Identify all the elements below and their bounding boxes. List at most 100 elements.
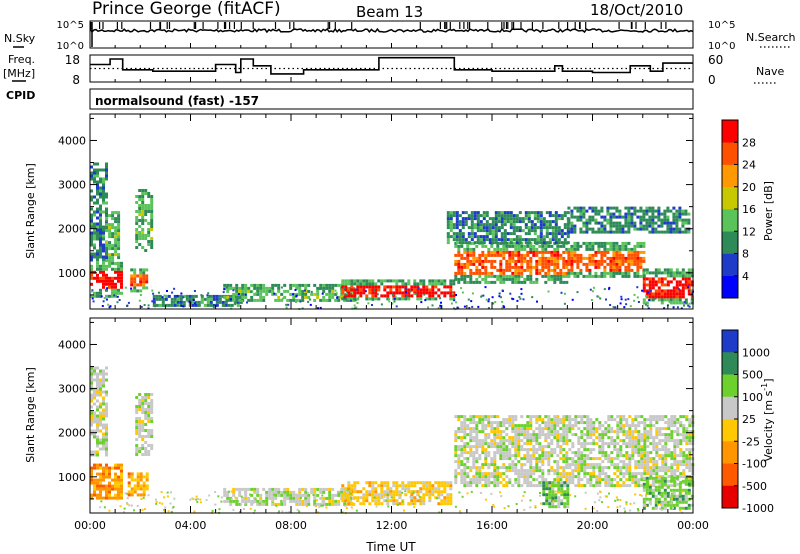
colorbar-segment bbox=[722, 441, 738, 464]
station-title: Prince George (fitACF) bbox=[92, 0, 281, 19]
time-axis-label: Time UT bbox=[365, 540, 416, 554]
range-tick-label: 3000 bbox=[58, 383, 86, 396]
date-label: 18/Oct/2010 bbox=[590, 1, 683, 19]
colorbar-tick-label: 100 bbox=[742, 391, 763, 404]
colorbar-segment bbox=[722, 142, 738, 165]
colorbar-tick-label: -500 bbox=[742, 480, 767, 493]
noise-right-tick-bottom: 10^0 bbox=[708, 41, 735, 52]
range-tick-label: 2000 bbox=[58, 223, 86, 236]
colorbar-tick-label: 28 bbox=[742, 136, 756, 149]
noise-right-tick-top: 10^5 bbox=[708, 20, 735, 31]
freq-label-1: Freq. bbox=[8, 53, 35, 66]
colorbar-segment bbox=[722, 330, 738, 353]
range-tick-label: 3000 bbox=[58, 179, 86, 192]
noise-left-tick-bottom: 10^0 bbox=[57, 41, 84, 52]
colorbar-tick-label: 24 bbox=[742, 159, 756, 172]
echo-region bbox=[127, 472, 149, 497]
cpid-label: CPID bbox=[6, 89, 35, 102]
colorbar-tick-label: 16 bbox=[742, 203, 756, 216]
colorbar-segment bbox=[722, 120, 738, 143]
colorbar-segment bbox=[722, 485, 738, 509]
colorbar-segment bbox=[722, 352, 738, 375]
noise-panel: 10^5 10^0 10^5 10^0 bbox=[57, 20, 736, 52]
echo-region bbox=[135, 393, 154, 456]
colorbar-tick-label: 8 bbox=[742, 248, 749, 261]
freq-left-tick-bottom: 8 bbox=[72, 73, 80, 87]
power-regions bbox=[90, 162, 694, 311]
echo-region bbox=[341, 481, 453, 506]
freq-right-tick-bottom: 0 bbox=[708, 73, 716, 87]
colorbar-segment bbox=[722, 396, 738, 420]
colorbar-segment bbox=[722, 253, 738, 277]
freq-left-tick-top: 18 bbox=[65, 53, 80, 67]
nsearch-label: N.Search bbox=[746, 31, 796, 44]
colorbar-segment bbox=[722, 231, 738, 254]
echo-region bbox=[105, 211, 121, 266]
time-tick-label: 12:00 bbox=[376, 519, 408, 532]
echo-region bbox=[90, 162, 108, 262]
echo-region bbox=[223, 487, 356, 506]
power-colorbar-label: Power [dB] bbox=[762, 181, 775, 241]
nsky-line bbox=[89, 27, 694, 34]
colorbar-segment bbox=[722, 209, 738, 232]
nave-label: Nave bbox=[756, 65, 784, 78]
echo-region bbox=[223, 283, 356, 302]
echo-region bbox=[567, 206, 691, 234]
echo-region bbox=[542, 481, 570, 509]
nsky-spikes bbox=[90, 22, 667, 47]
echo-region bbox=[567, 241, 646, 278]
colorbar-tick-label: 20 bbox=[742, 181, 756, 194]
echo-region bbox=[90, 261, 123, 298]
range-tick-label: 1000 bbox=[58, 471, 86, 484]
colorbar-tick-label: 4 bbox=[742, 270, 749, 283]
echo-region bbox=[642, 268, 694, 305]
echo-region bbox=[90, 366, 108, 457]
power-ylabel: Slant Range [km] bbox=[24, 163, 37, 259]
range-tick-label: 4000 bbox=[58, 134, 86, 147]
time-tick-label: 08:00 bbox=[275, 519, 307, 532]
time-tick-label: 16:00 bbox=[476, 519, 508, 532]
velocity-panel: 1000 2000 3000 4000 00:00 04:00 08:00 12:00 16:0… bbox=[24, 317, 709, 554]
colorbar-tick-label: -1000 bbox=[742, 502, 774, 515]
power-panel: 1000 2000 3000 4000 Slant Range [km] bbox=[24, 113, 694, 311]
range-tick-label: 4000 bbox=[58, 338, 86, 351]
frequency-panel: 18 8 60 0 bbox=[65, 53, 724, 87]
colorbar-tick-label: 500 bbox=[742, 369, 763, 382]
range-tick-label: 1000 bbox=[58, 267, 86, 280]
time-tick-label: 20:00 bbox=[577, 519, 609, 532]
colorbar-segment bbox=[722, 419, 738, 442]
colorbar-segment bbox=[722, 164, 738, 188]
range-tick-label: 2000 bbox=[58, 427, 86, 440]
velocity-regions bbox=[90, 366, 695, 514]
time-tick-label: 00:00 bbox=[677, 519, 709, 532]
velocity-colorbar: 1000 500 100 25 -25 -100 -500 -1000 bbox=[721, 329, 774, 515]
echo-region bbox=[130, 268, 149, 293]
ground-scatter bbox=[91, 286, 694, 311]
time-tick-label: 00:00 bbox=[74, 519, 106, 532]
colorbar-tick-label: 25 bbox=[742, 413, 756, 426]
colorbar-segment bbox=[722, 186, 738, 210]
beam-label: Beam 13 bbox=[356, 3, 423, 21]
echo-region bbox=[454, 241, 569, 284]
cpid-frame bbox=[89, 88, 694, 110]
colorbar-tick-label: 12 bbox=[742, 225, 756, 238]
colorbar-segment bbox=[722, 275, 738, 299]
echo-region bbox=[446, 211, 570, 245]
velocity-frame bbox=[89, 317, 694, 514]
echo-region bbox=[90, 463, 123, 500]
colorbar-tick-label: -100 bbox=[742, 458, 767, 471]
nsky-label: N.Sky bbox=[4, 32, 36, 45]
colorbar-tick-label: -25 bbox=[742, 435, 760, 448]
velocity-ylabel: Slant Range [km] bbox=[24, 367, 37, 463]
noise-left-tick-top: 10^5 bbox=[57, 20, 84, 31]
cpid-text: normalsound (fast) -157 bbox=[95, 94, 259, 108]
colorbar-segment bbox=[722, 463, 738, 487]
time-tick-label: 04:00 bbox=[175, 519, 207, 532]
echo-region bbox=[454, 415, 695, 488]
freq-label-2: [MHz] bbox=[3, 67, 35, 80]
echo-region bbox=[135, 189, 154, 252]
velocity-colorbar-label: Velocity [m s-1] bbox=[760, 378, 775, 461]
colorbar-tick-label: 1000 bbox=[742, 346, 770, 359]
colorbar-segment bbox=[722, 374, 738, 398]
